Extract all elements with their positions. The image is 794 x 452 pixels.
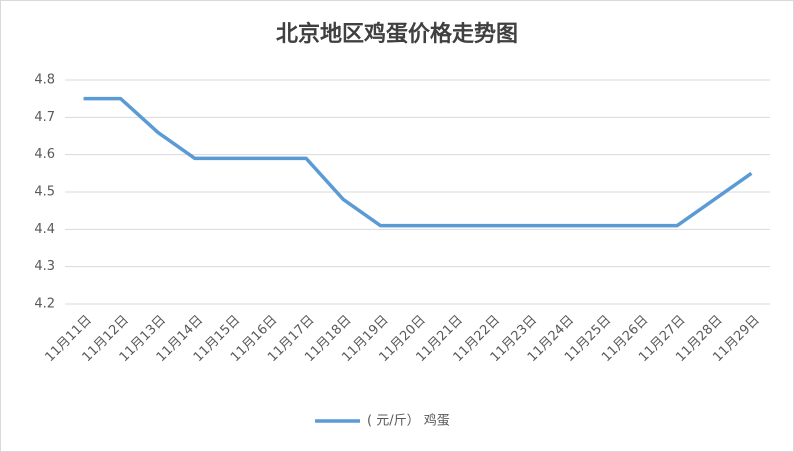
y-tick-label: 4.4 xyxy=(34,222,55,237)
chart-title: 北京地区鸡蛋价格走势图 xyxy=(276,21,518,47)
y-tick-label: 4.6 xyxy=(34,147,55,162)
y-tick-label: 4.7 xyxy=(34,110,55,125)
y-tick-label: 4.5 xyxy=(34,185,55,200)
y-tick-label: 4.2 xyxy=(34,297,55,312)
line xyxy=(83,96,753,228)
y-tick-label: 4.3 xyxy=(34,259,55,274)
legend-label: ( 元/斤） 鸡蛋 xyxy=(367,413,450,429)
y-tick-label: 4.8 xyxy=(34,73,55,88)
